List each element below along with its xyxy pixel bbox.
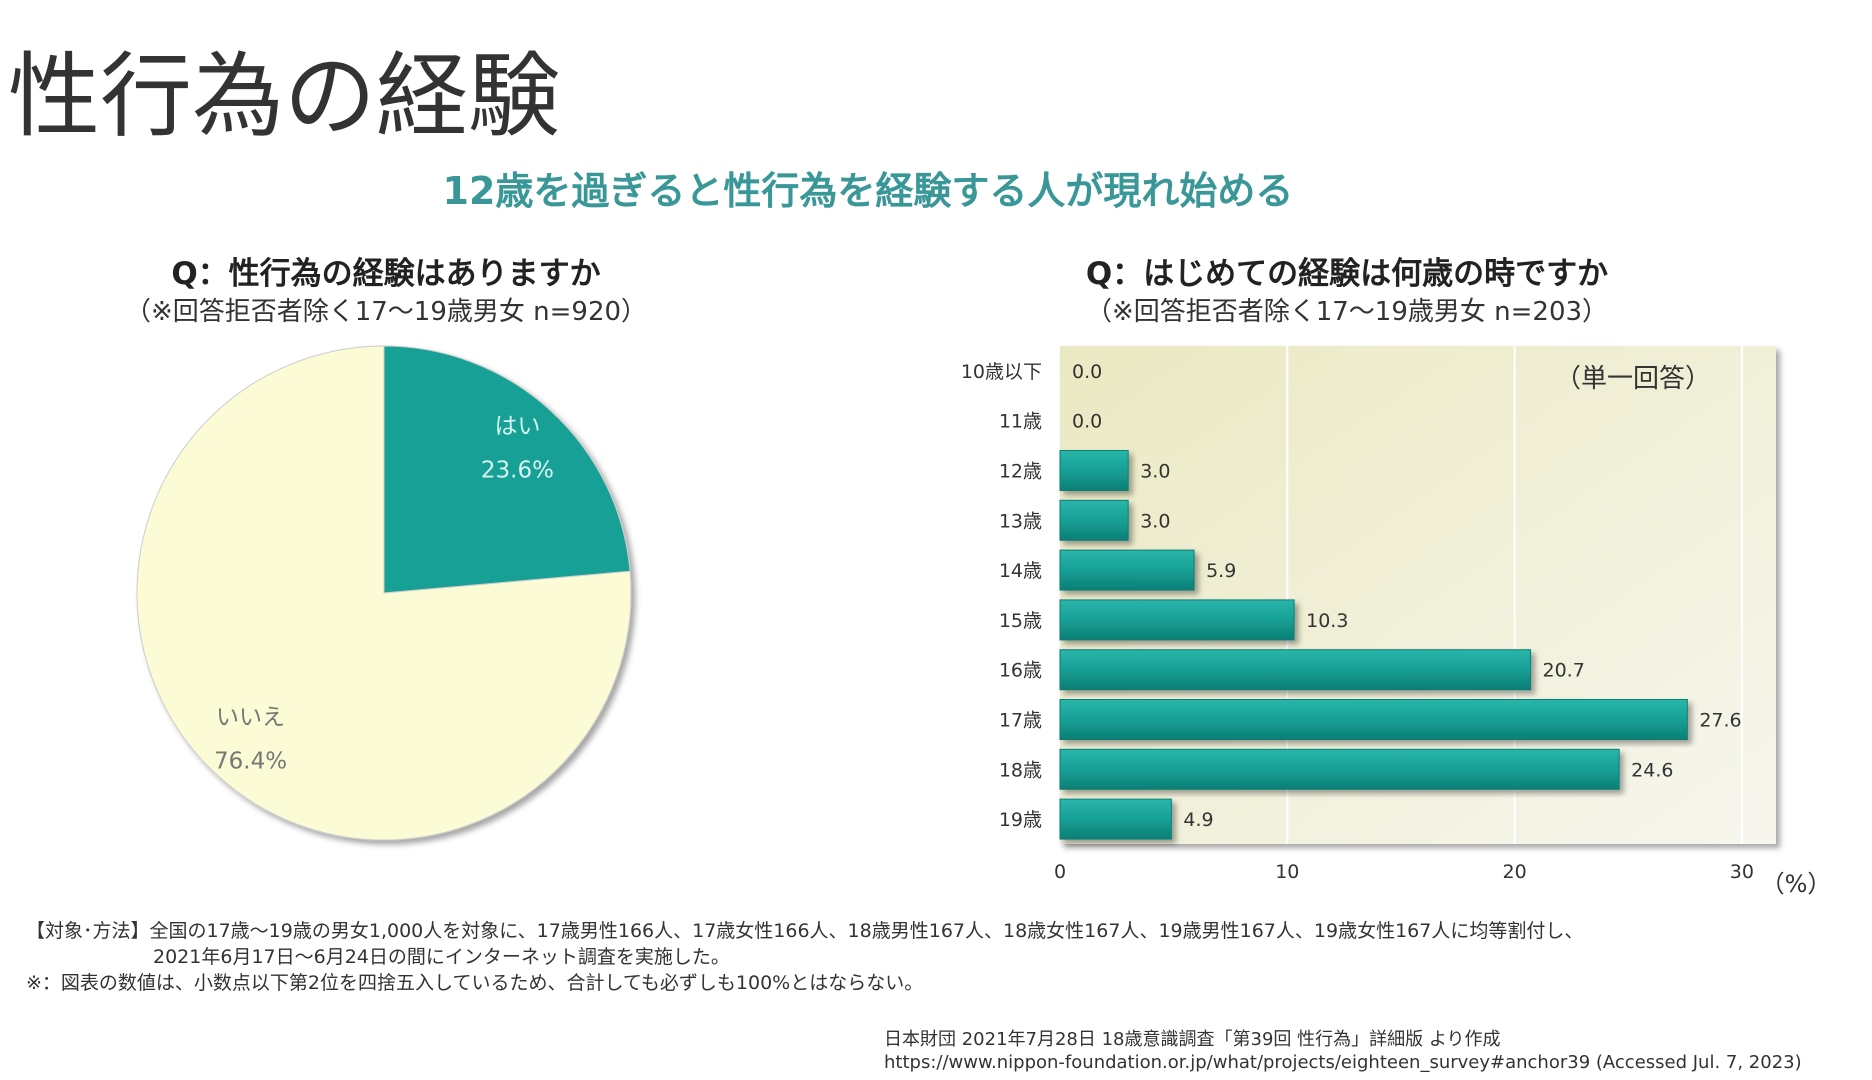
value-label: 24.6 <box>1631 759 1673 781</box>
note: 【対象･方法】全国の17歳～19歳の男女1,000人を対象に、17歳男性166人… <box>26 920 1583 942</box>
source: 日本財団 2021年7月28日 18歳意識調査「第39回 性行為」詳細版 より作… <box>884 1029 1501 1050</box>
y-tick-label: 12歳 <box>999 461 1042 483</box>
value-label: 27.6 <box>1699 710 1741 732</box>
x-tick-label: 30 <box>1730 861 1754 883</box>
pie-slice <box>136 345 632 841</box>
bar <box>1059 450 1129 491</box>
y-tick-label: 19歳 <box>999 809 1042 831</box>
slice-value: 76.4% <box>214 749 287 775</box>
x-tick-label: 20 <box>1503 861 1527 883</box>
value-label: 3.0 <box>1140 461 1170 483</box>
value-label: 0.0 <box>1072 361 1102 383</box>
bar <box>1059 499 1129 541</box>
bar <box>1059 748 1620 790</box>
x-tick-label: 0 <box>1054 861 1066 883</box>
bar-subtitle: （※回答拒否者除く17～19歳男女 n=203） <box>1086 297 1608 327</box>
bar-title: Q：はじめての経験は何歳の時ですか <box>1086 256 1608 292</box>
slice-label: はい <box>494 413 540 439</box>
source-url: https://www.nippon-foundation.or.jp/what… <box>884 1052 1802 1073</box>
bar <box>1059 649 1532 691</box>
note: ※：図表の数値は、小数点以下第2位を四捨五入しているため、合計しても必ずしも10… <box>26 972 923 994</box>
bar <box>1059 549 1195 591</box>
bar <box>1059 699 1688 740</box>
bar-chart: 0 10 20 30 （%） （単一回答） 10歳以下 0.0 11歳 0.0 12歳 3.0 13歳 3… <box>961 346 1832 898</box>
bar <box>1059 798 1172 840</box>
y-tick-label: 18歳 <box>999 759 1042 781</box>
pie-subtitle: （※回答拒否者除く17～19歳男女 n=920） <box>125 297 647 327</box>
annotation: （単一回答） <box>1555 364 1711 394</box>
slice-label: いいえ <box>216 705 285 731</box>
y-tick-label: 10歳以下 <box>961 361 1042 383</box>
value-label: 20.7 <box>1543 660 1585 682</box>
y-tick-label: 17歳 <box>999 710 1042 732</box>
value-label: 3.0 <box>1140 510 1170 532</box>
y-tick-label: 15歳 <box>999 610 1042 632</box>
slice-value: 23.6% <box>481 457 554 483</box>
y-tick-label: 16歳 <box>999 660 1042 682</box>
value-label: 5.9 <box>1206 560 1236 582</box>
y-tick-label: 11歳 <box>999 411 1042 433</box>
value-label: 10.3 <box>1306 610 1348 632</box>
page-title: 性行為の経験 <box>8 43 560 150</box>
y-tick-label: 13歳 <box>999 510 1042 532</box>
value-label: 0.0 <box>1072 411 1102 433</box>
note: 2021年6月17日～6月24日の間にインターネット調査を実施した。 <box>153 946 730 968</box>
value-label: 4.9 <box>1183 809 1213 831</box>
y-tick-label: 14歳 <box>999 560 1042 582</box>
x-tick-label: 10 <box>1275 861 1299 883</box>
pie-title: Q：性行為の経験はありますか <box>171 256 600 292</box>
page-subtitle: 12歳を過ぎると性行為を経験する人が現れ始める <box>443 169 1294 213</box>
bar <box>1059 599 1295 641</box>
pie-slice <box>383 345 631 594</box>
pie <box>136 345 632 841</box>
x-unit: （%） <box>1761 870 1832 898</box>
